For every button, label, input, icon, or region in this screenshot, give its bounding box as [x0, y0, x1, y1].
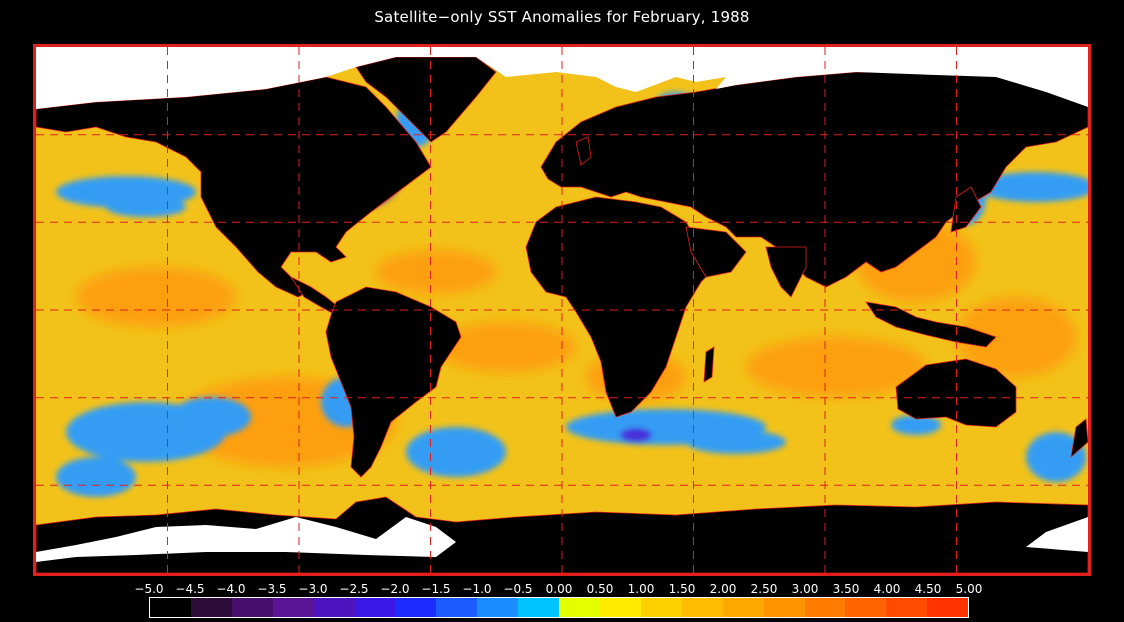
colorbar-swatch: [436, 598, 478, 617]
colorbar-tick-label: 4.50: [914, 582, 942, 596]
colorbar-swatch: [150, 598, 191, 617]
colorbar-tick-label: 1.00: [627, 582, 655, 596]
colorbar-tick-label: 5.00: [955, 582, 983, 596]
graticule: [36, 47, 1088, 573]
colorbar-tick-label: 2.00: [709, 582, 737, 596]
colorbar-swatch: [190, 598, 232, 617]
colorbar-tick-label: −0.5: [503, 582, 533, 596]
colorbar-swatch: [395, 598, 437, 617]
colorbar-swatch: [559, 598, 600, 617]
world-map-canvas: [36, 47, 1088, 573]
colorbar-swatch: [681, 598, 723, 617]
north-america-landmass: [36, 76, 432, 298]
colorbar-tick-label: 3.00: [791, 582, 819, 596]
colorbar-tick-label: −2.5: [339, 582, 369, 596]
colorbar-swatch: [927, 598, 969, 617]
new-zealand-landmass: [1070, 418, 1088, 459]
colorbar-tick-label: 2.50: [750, 582, 778, 596]
colorbar-tick-label: 1.50: [668, 582, 696, 596]
uk-landmass: [575, 136, 592, 166]
sst-anomaly-map: [33, 44, 1091, 576]
colorbar-tick-label: −3.0: [298, 582, 328, 596]
colorbar-swatch: [599, 598, 641, 617]
colorbar-swatch: [722, 598, 764, 617]
colorbar-swatch: [763, 598, 805, 617]
japan-landmass: [950, 186, 982, 233]
colorbar-swatch: [231, 598, 273, 617]
colorbar-swatch: [354, 598, 396, 617]
colorbar-swatch: [640, 598, 682, 617]
indonesia-landmass: [865, 301, 997, 348]
colorbar-tick-label: −3.5: [257, 582, 287, 596]
colorbar-swatch: [518, 598, 560, 617]
colorbar-tick-label: 4.00: [873, 582, 901, 596]
africa-landmass: [525, 196, 717, 418]
australia-landmass: [895, 358, 1017, 428]
south-america-landmass: [325, 286, 462, 478]
colorbar-tick-label: −5.0: [134, 582, 164, 596]
colorbar-swatch: [477, 598, 519, 617]
india-landmass: [765, 246, 807, 298]
colorbar-tick-label: −2.0: [380, 582, 410, 596]
colorbar: [149, 597, 969, 618]
colorbar-swatch: [313, 598, 355, 617]
colorbar-tick-label: −4.5: [175, 582, 205, 596]
arabia-landmass: [685, 226, 747, 278]
colorbar-tick-label: −1.0: [462, 582, 492, 596]
colorbar-tick-label: 0.50: [586, 582, 614, 596]
colorbar-tick-label: −4.0: [216, 582, 246, 596]
colorbar-swatch: [804, 598, 846, 617]
colorbar-tick-label: 3.50: [832, 582, 860, 596]
colorbar-tick-labels: −5.0 −4.5 −4.0 −3.5 −3.0 −2.5 −2.0 −1.5 −1.0 −0.5…: [130, 582, 990, 596]
colorbar-tick-label: 0.00: [545, 582, 573, 596]
madagascar-landmass: [703, 346, 715, 383]
colorbar-swatch: [886, 598, 928, 617]
colorbar-tick-label: −1.5: [421, 582, 451, 596]
colorbar-swatch: [845, 598, 887, 617]
colorbar-swatch: [272, 598, 314, 617]
map-title: Satellite−only SST Anomalies for Februar…: [374, 8, 750, 26]
